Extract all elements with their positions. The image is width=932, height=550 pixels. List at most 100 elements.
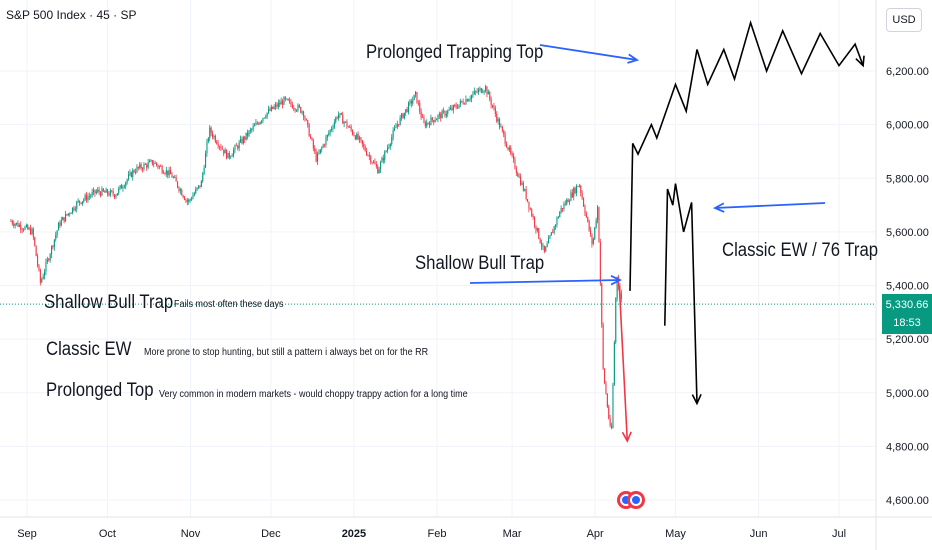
candle — [27, 223, 29, 230]
candle-body — [172, 177, 174, 179]
candle — [518, 173, 520, 179]
candle-body — [536, 228, 538, 231]
candle — [94, 189, 96, 197]
candle-body — [598, 207, 600, 243]
candle-body — [518, 176, 520, 178]
annotation-classic-ew-76[interactable]: Classic EW / 76 Trap — [722, 240, 879, 261]
candle-body — [60, 220, 62, 226]
candle-body — [248, 130, 250, 136]
candle-body — [489, 92, 491, 100]
candle — [466, 98, 468, 102]
candle — [213, 134, 215, 140]
legend-title-prolonged-top[interactable]: Prolonged Top — [46, 380, 154, 401]
candle-body — [315, 151, 317, 162]
projection-line[interactable] — [629, 19, 864, 291]
currency-button[interactable]: USD — [886, 8, 922, 32]
candle-body — [452, 105, 454, 111]
candle — [81, 201, 83, 207]
candle-body — [195, 189, 197, 194]
annotation-arrow[interactable] — [714, 202, 826, 209]
candle-body — [459, 100, 461, 105]
candle — [576, 184, 578, 197]
candle-body — [308, 124, 310, 137]
candle — [363, 141, 365, 150]
candle-body — [501, 126, 503, 131]
candle — [612, 382, 614, 429]
candle-body — [563, 203, 565, 210]
candle — [237, 144, 239, 151]
candle-body — [395, 126, 397, 128]
annotation-prolonged-trapping-top[interactable]: Prolonged Trapping Top — [366, 42, 544, 63]
candle-body — [72, 207, 74, 213]
candle — [262, 117, 264, 124]
candle — [317, 151, 319, 166]
candle-body — [261, 120, 263, 122]
candle — [258, 122, 260, 126]
legend-title-shallow-bull-trap[interactable]: Shallow Bull Trap — [44, 292, 174, 313]
candle — [476, 88, 478, 94]
time-tick-label: Jun — [750, 528, 768, 540]
candle — [381, 156, 383, 163]
candle — [56, 230, 58, 238]
candle-body — [21, 229, 23, 231]
candle — [437, 114, 439, 123]
candle-body — [422, 117, 424, 119]
candle — [108, 191, 110, 197]
candle — [156, 162, 158, 167]
candle — [347, 125, 349, 128]
candle — [275, 101, 277, 110]
candle — [247, 129, 249, 140]
candle-body — [571, 192, 573, 197]
candle-body — [191, 198, 193, 200]
candle-body — [128, 174, 130, 180]
candle-body — [275, 104, 277, 107]
candle-body — [423, 117, 425, 123]
candle-body — [508, 147, 510, 150]
candle-body — [392, 130, 394, 138]
candle — [367, 154, 369, 157]
candle — [16, 222, 18, 226]
time-tick-label: May — [665, 528, 686, 540]
candle-body — [41, 279, 43, 283]
annotation-arrows — [469, 44, 826, 286]
candle — [370, 154, 372, 165]
candle-body — [549, 235, 551, 239]
candle — [147, 158, 149, 170]
candle — [581, 190, 583, 200]
projection-line[interactable] — [664, 183, 698, 404]
candle-body — [45, 261, 47, 272]
candle — [230, 155, 232, 160]
candle-body — [381, 157, 383, 163]
candle — [179, 187, 181, 195]
candle-body — [352, 130, 354, 135]
candle — [577, 185, 579, 187]
event-icons[interactable] — [617, 491, 645, 509]
candle — [445, 110, 447, 119]
candle-body — [298, 105, 300, 108]
candle — [73, 205, 75, 212]
candle-body — [524, 189, 526, 191]
legend-title-classic-ew[interactable]: Classic EW — [46, 339, 132, 360]
candle — [293, 105, 295, 112]
candle-body — [37, 256, 39, 266]
candle — [396, 120, 398, 130]
candle — [590, 226, 592, 238]
annotation-arrow[interactable] — [469, 279, 621, 284]
projection-line[interactable] — [618, 285, 629, 442]
candle-body — [443, 110, 445, 112]
time-tick-label: Dec — [261, 528, 281, 540]
candle-body — [438, 113, 440, 116]
candle — [58, 221, 60, 231]
candle — [431, 117, 433, 123]
candle — [332, 124, 334, 133]
candle-body — [90, 195, 92, 197]
annotation-arrow[interactable] — [539, 44, 638, 61]
candle — [448, 106, 450, 111]
candle-body — [263, 117, 265, 119]
annotation-shallow-bull-trap[interactable]: Shallow Bull Trap — [415, 253, 545, 274]
candle — [79, 200, 81, 206]
candle-body — [230, 156, 232, 158]
candle-body — [249, 129, 251, 131]
candle-body — [349, 126, 351, 128]
